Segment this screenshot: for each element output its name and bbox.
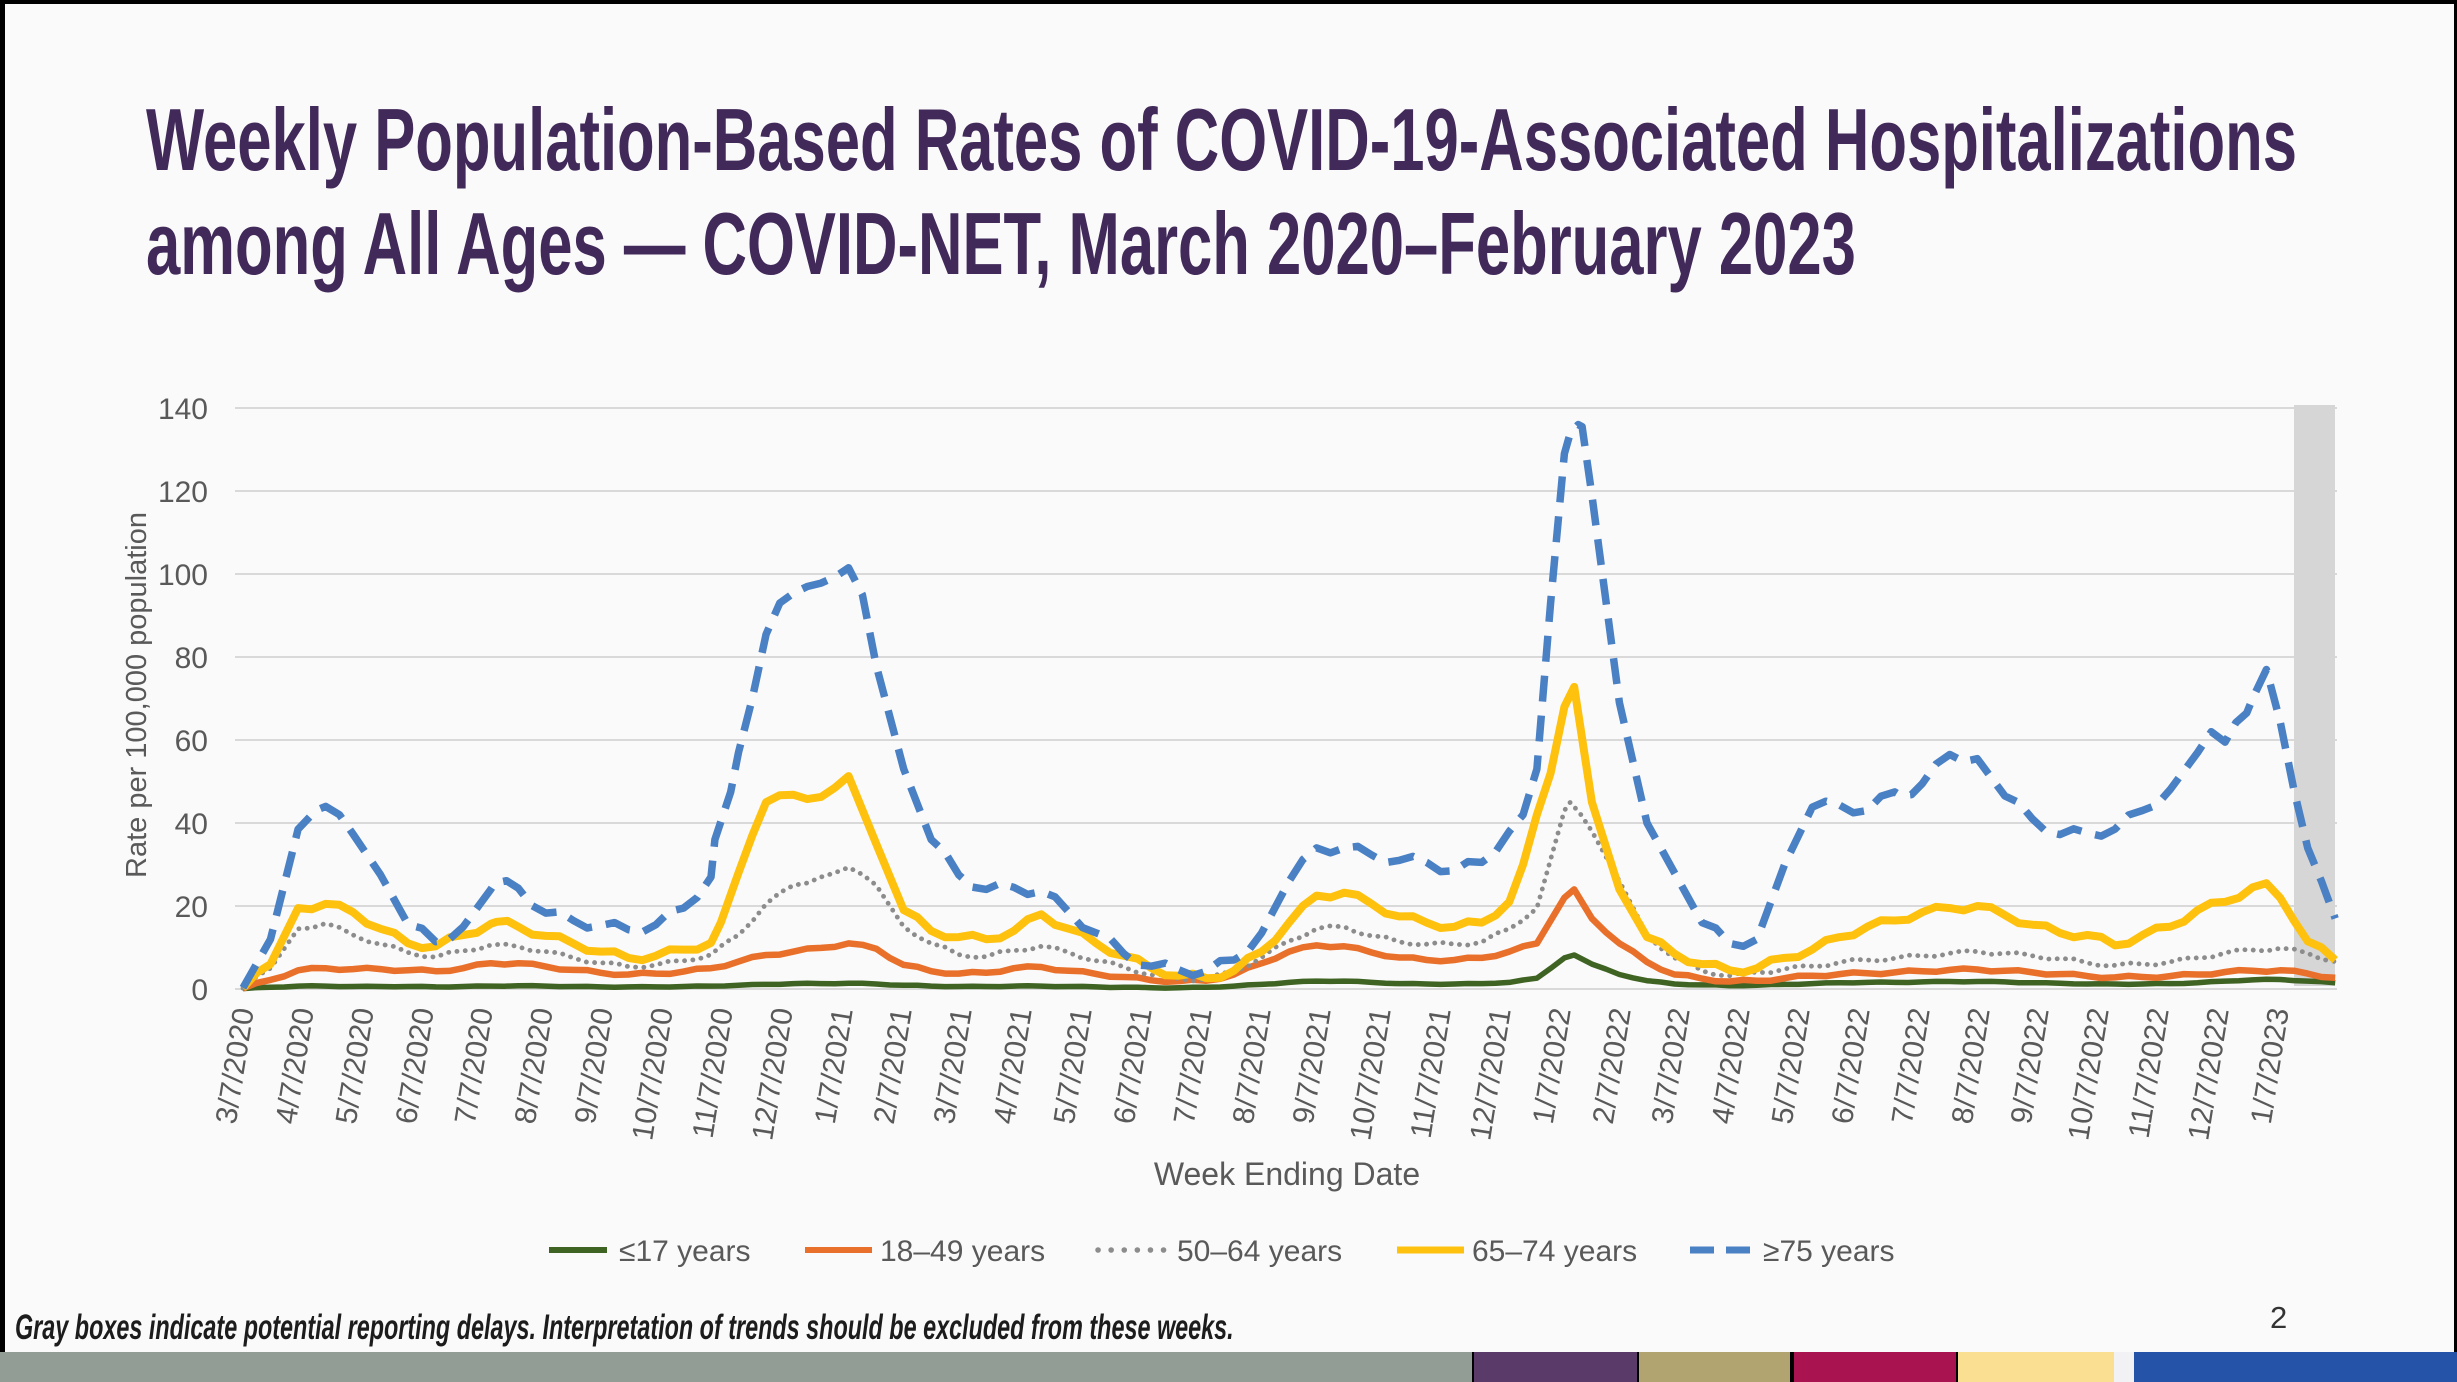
svg-text:≤17 years: ≤17 years	[619, 1235, 751, 1268]
svg-text:140: 140	[158, 393, 208, 426]
svg-text:7/7/2021: 7/7/2021	[1168, 1006, 1219, 1127]
svg-text:20: 20	[175, 891, 208, 924]
svg-text:12/7/2022: 12/7/2022	[2182, 1006, 2235, 1143]
svg-text:4/7/2020: 4/7/2020	[270, 1006, 321, 1127]
svg-text:2/7/2022: 2/7/2022	[1587, 1006, 1638, 1127]
svg-text:18–49 years: 18–49 years	[880, 1235, 1045, 1268]
svg-text:10/7/2022: 10/7/2022	[2062, 1006, 2115, 1143]
svg-text:12/7/2020: 12/7/2020	[746, 1006, 799, 1143]
svg-text:Week Ending Date: Week Ending Date	[1154, 1156, 1420, 1192]
svg-text:4/7/2021: 4/7/2021	[988, 1006, 1039, 1127]
svg-text:1/7/2023: 1/7/2023	[2245, 1006, 2296, 1127]
svg-text:9/7/2022: 9/7/2022	[2005, 1006, 2056, 1127]
svg-text:5/7/2021: 5/7/2021	[1048, 1006, 1099, 1127]
svg-text:60: 60	[175, 725, 208, 758]
svg-text:10/7/2021: 10/7/2021	[1344, 1006, 1397, 1143]
svg-text:120: 120	[158, 476, 208, 509]
svg-text:8/7/2020: 8/7/2020	[509, 1006, 560, 1127]
svg-text:40: 40	[175, 808, 208, 841]
svg-text:80: 80	[175, 642, 208, 675]
svg-text:100: 100	[158, 559, 208, 592]
svg-text:8/7/2022: 8/7/2022	[1946, 1006, 1997, 1127]
svg-text:8/7/2021: 8/7/2021	[1227, 1006, 1278, 1127]
svg-text:6/7/2022: 6/7/2022	[1826, 1006, 1877, 1127]
svg-text:11/7/2022: 11/7/2022	[2123, 1006, 2176, 1141]
svg-text:11/7/2021: 11/7/2021	[1405, 1006, 1458, 1141]
svg-text:5/7/2022: 5/7/2022	[1766, 1006, 1817, 1127]
svg-text:7/7/2020: 7/7/2020	[449, 1006, 500, 1127]
svg-text:6/7/2021: 6/7/2021	[1108, 1006, 1159, 1127]
svg-text:9/7/2021: 9/7/2021	[1287, 1006, 1338, 1127]
svg-text:9/7/2020: 9/7/2020	[569, 1006, 620, 1127]
svg-text:Rate per 100,000 population: Rate per 100,000 population	[121, 512, 153, 878]
svg-text:1/7/2022: 1/7/2022	[1527, 1006, 1578, 1127]
svg-text:≥75 years: ≥75 years	[1763, 1235, 1895, 1268]
svg-text:6/7/2020: 6/7/2020	[390, 1006, 441, 1127]
svg-text:0: 0	[191, 974, 208, 1007]
svg-text:11/7/2020: 11/7/2020	[687, 1006, 740, 1141]
svg-text:12/7/2021: 12/7/2021	[1464, 1006, 1517, 1143]
svg-text:65–74 years: 65–74 years	[1472, 1235, 1637, 1268]
svg-text:10/7/2020: 10/7/2020	[626, 1006, 679, 1143]
svg-text:3/7/2021: 3/7/2021	[928, 1006, 979, 1127]
svg-text:3/7/2022: 3/7/2022	[1646, 1006, 1697, 1127]
svg-text:7/7/2022: 7/7/2022	[1886, 1006, 1937, 1127]
svg-text:2/7/2021: 2/7/2021	[868, 1006, 919, 1127]
svg-text:1/7/2021: 1/7/2021	[809, 1006, 860, 1127]
svg-text:4/7/2022: 4/7/2022	[1706, 1006, 1757, 1127]
svg-text:50–64 years: 50–64 years	[1177, 1235, 1342, 1268]
svg-text:5/7/2020: 5/7/2020	[330, 1006, 381, 1127]
svg-text:3/7/2020: 3/7/2020	[210, 1006, 261, 1127]
